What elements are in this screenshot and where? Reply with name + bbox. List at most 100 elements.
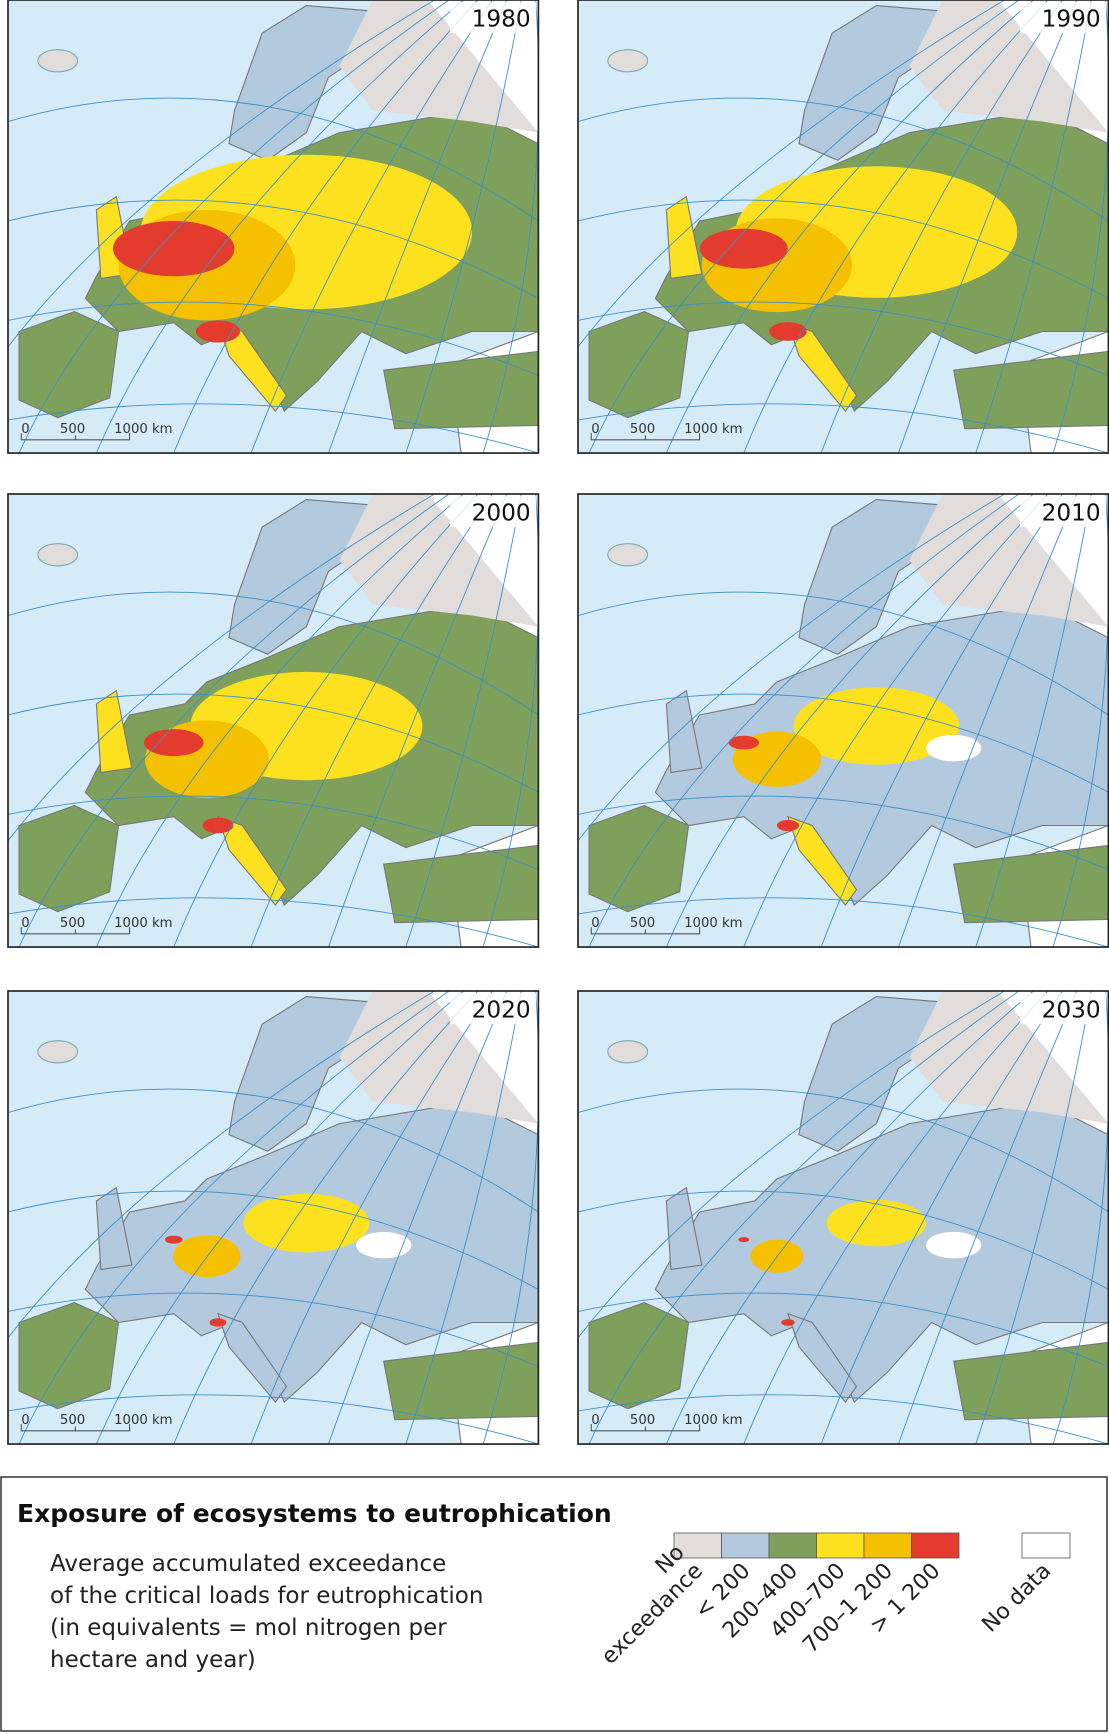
map-panel: 1990 0 500 1000 km — [577, 0, 1109, 454]
map-panel: 2010 0 500 1000 km — [577, 493, 1109, 948]
graticule — [743, 494, 1049, 948]
graticule — [578, 693, 1109, 793]
year-bg — [450, 993, 537, 1025]
land — [909, 494, 1109, 627]
land — [787, 1312, 858, 1403]
panel-frame — [577, 0, 1109, 454]
graticule — [898, 991, 1078, 1445]
graticule — [578, 1190, 1109, 1290]
legend-title: Exposure of ecosystems to eutrophication — [17, 1499, 612, 1528]
land — [787, 815, 858, 906]
graticule — [173, 494, 479, 948]
graticule — [975, 991, 1092, 1445]
exposure-patch — [143, 729, 204, 757]
land — [383, 350, 539, 430]
land — [953, 1341, 1109, 1421]
scale-bar — [590, 433, 701, 441]
island — [607, 1040, 649, 1064]
land — [787, 321, 858, 412]
year-bg — [450, 496, 537, 528]
exposure-patch — [776, 819, 799, 832]
graticule — [250, 494, 493, 948]
scale-label: 1000 km — [114, 1413, 173, 1428]
graticule — [8, 591, 539, 716]
exposure-patch — [728, 735, 759, 750]
land — [953, 350, 1109, 430]
graticule — [665, 494, 1035, 948]
panel-frame — [577, 493, 1109, 948]
graticule — [173, 0, 479, 454]
graticule — [328, 494, 508, 948]
island — [37, 543, 79, 567]
no-data-patch — [926, 1231, 982, 1259]
scale-label: 1000 km — [114, 916, 173, 931]
graticule — [588, 991, 1020, 1445]
graticule — [8, 1292, 539, 1368]
graticule — [665, 0, 1035, 454]
year-bg — [1020, 2, 1107, 34]
scale-label: 500 — [60, 916, 85, 931]
graticule — [588, 0, 1020, 454]
graticule — [8, 693, 539, 793]
panel-frame — [7, 990, 540, 1445]
land — [665, 1186, 703, 1271]
legend-box — [0, 1476, 1108, 1732]
panel-frame — [577, 990, 1109, 1445]
year-label: 2000 — [472, 500, 531, 527]
year-label: 1990 — [1042, 6, 1101, 33]
graticule — [405, 494, 522, 948]
land — [953, 844, 1109, 924]
graticule — [8, 1088, 539, 1213]
graticule — [328, 0, 508, 454]
map-body: 1990 0 500 1000 km — [578, 0, 1109, 454]
exposure-patch — [112, 221, 235, 277]
land — [665, 689, 703, 774]
graticule — [8, 301, 539, 377]
graticule — [173, 991, 479, 1445]
year-bg — [1020, 993, 1107, 1025]
graticule — [578, 97, 1109, 222]
legend-swatch — [911, 1532, 960, 1559]
legend-swatch — [1021, 1532, 1071, 1559]
land — [95, 1186, 133, 1271]
graticule — [743, 991, 1049, 1445]
scale-label: 1000 km — [114, 422, 173, 437]
panel-frame — [7, 493, 540, 948]
scale-label: 1000 km — [684, 916, 743, 931]
panel-frame — [7, 0, 540, 454]
exposure-patch — [826, 1199, 927, 1247]
graticule — [95, 0, 465, 454]
legend-swatch — [768, 1532, 817, 1559]
map-panel: 2020 0 500 1000 km — [7, 990, 540, 1445]
graticule — [8, 403, 539, 454]
scale-label: 500 — [60, 422, 85, 437]
graticule — [898, 494, 1078, 948]
year-bg — [1020, 496, 1107, 528]
map-body: 1980 0 500 1000 km — [8, 0, 539, 454]
map-panel: 1980 0 500 1000 km — [7, 0, 540, 454]
graticule — [975, 494, 1092, 948]
graticule — [8, 1394, 539, 1445]
scale-bar — [20, 1424, 131, 1432]
legend-description: hectare and year) — [50, 1647, 256, 1673]
map-body: 2030 0 500 1000 km — [578, 991, 1109, 1445]
graticule — [8, 97, 539, 222]
land — [95, 689, 133, 774]
land — [383, 844, 539, 924]
graticule — [328, 991, 508, 1445]
exposure-patch — [738, 1237, 750, 1243]
graticule — [578, 301, 1109, 377]
graticule — [578, 991, 1006, 1339]
graticule — [405, 0, 522, 454]
graticule — [8, 494, 436, 842]
exposure-patch — [769, 322, 807, 341]
island — [37, 1040, 79, 1064]
graticule — [250, 991, 493, 1445]
land — [217, 815, 288, 906]
graticule — [578, 1088, 1109, 1213]
graticule — [578, 795, 1109, 871]
graticule — [578, 1394, 1109, 1445]
scale-label: 500 — [60, 1413, 85, 1428]
scale-label: 0 — [21, 1413, 29, 1428]
